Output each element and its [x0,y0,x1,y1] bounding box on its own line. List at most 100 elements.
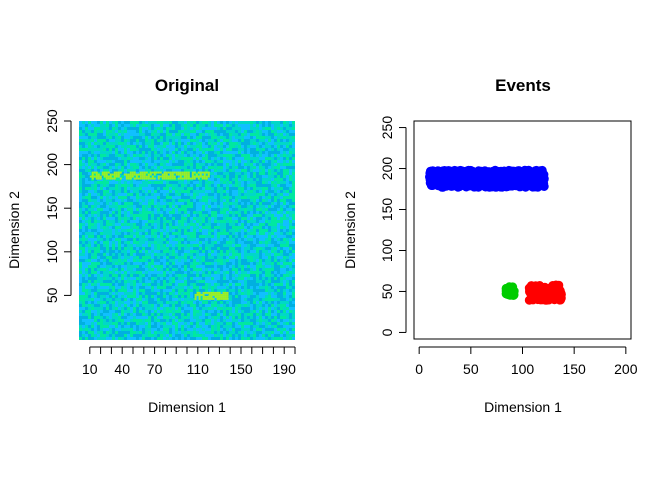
heatmap-cell [208,319,211,322]
heatmap-cell [238,205,241,208]
heatmap-cell [130,193,133,196]
heatmap-cell [91,124,94,127]
heatmap-cell [256,166,259,169]
heatmap-cell [133,214,136,217]
heatmap-cell [259,265,262,268]
heatmap-cell [202,136,205,139]
heatmap-cell [238,142,241,145]
heatmap-cell [184,160,187,163]
heatmap-cell [103,328,106,331]
heatmap-cell [292,145,295,148]
heatmap-cell [157,193,160,196]
heatmap-cell [280,220,283,223]
heatmap-cell [160,241,163,244]
heatmap-cell [229,124,232,127]
heatmap-cell [127,238,130,241]
heatmap-cell [145,145,148,148]
heatmap-cell [259,253,262,256]
heatmap-cell [184,196,187,199]
heatmap-cell [193,247,196,250]
heatmap-cell [196,280,199,283]
heatmap-cell [283,121,286,124]
heatmap-cell [211,229,214,232]
heatmap-cell [220,313,223,316]
heatmap-cell [103,121,106,124]
heatmap-cell [88,181,91,184]
heatmap-cell [259,169,262,172]
heatmap-cell [154,208,157,211]
heatmap-cell [109,319,112,322]
heatmap-cell [115,280,118,283]
heatmap-cell [268,184,271,187]
heatmap-cell [253,280,256,283]
heatmap-cell [262,319,265,322]
heatmap-cell [181,298,184,301]
heatmap-cell [145,307,148,310]
heatmap-cell [292,295,295,298]
heatmap-cell [223,133,226,136]
heatmap-cell [277,151,280,154]
heatmap-cell [247,274,250,277]
heatmap-cell [217,133,220,136]
heatmap-cell [208,253,211,256]
heatmap-cell [88,307,91,310]
heatmap-cell [79,127,82,130]
heatmap-cell [157,250,160,253]
heatmap-cell [163,232,166,235]
heatmap-cell [232,130,235,133]
heatmap-cell [253,139,256,142]
heatmap-cell [277,196,280,199]
heatmap-cell [154,199,157,202]
heatmap-cell [256,280,259,283]
heatmap-cell [121,247,124,250]
heatmap-cell [235,127,238,130]
heatmap-cell [205,262,208,265]
heatmap-cell [157,307,160,310]
heatmap-cell [94,301,97,304]
heatmap-cell [199,181,202,184]
heatmap-cell [235,265,238,268]
heatmap-cell [142,277,145,280]
heatmap-cell [97,247,100,250]
heatmap-cell [124,274,127,277]
heatmap-cell [193,130,196,133]
heatmap-cell [214,280,217,283]
heatmap-cell [214,166,217,169]
heatmap-cell [208,178,211,181]
heatmap-cell [154,256,157,259]
heatmap-cell [244,274,247,277]
heatmap-cell [145,166,148,169]
heatmap-cell [190,148,193,151]
heatmap-cell [241,172,244,175]
heatmap-cell [250,322,253,325]
heatmap-cell [208,250,211,253]
heatmap-cell [100,160,103,163]
heatmap-cell [136,211,139,214]
heatmap-cell [250,316,253,319]
heatmap-cell [223,148,226,151]
heatmap-cell [154,250,157,253]
heatmap-cell [187,157,190,160]
heatmap-cell [169,169,172,172]
heatmap-cell [136,319,139,322]
heatmap-cell [211,208,214,211]
heatmap-cell [115,202,118,205]
heatmap-cell [181,199,184,202]
heatmap-cell [109,232,112,235]
heatmap-cell [79,253,82,256]
heatmap-cell [244,127,247,130]
heatmap-cell [286,139,289,142]
heatmap-cell [154,310,157,313]
heatmap-cell [253,181,256,184]
heatmap-cell [247,178,250,181]
heatmap-cell [232,298,235,301]
heatmap-cell [214,229,217,232]
heatmap-cell [85,274,88,277]
heatmap-cell [256,322,259,325]
heatmap-cell [271,172,274,175]
heatmap-cell [253,241,256,244]
heatmap-cell [217,199,220,202]
heatmap-cell [193,187,196,190]
heatmap-cell [178,136,181,139]
heatmap-cell [145,328,148,331]
